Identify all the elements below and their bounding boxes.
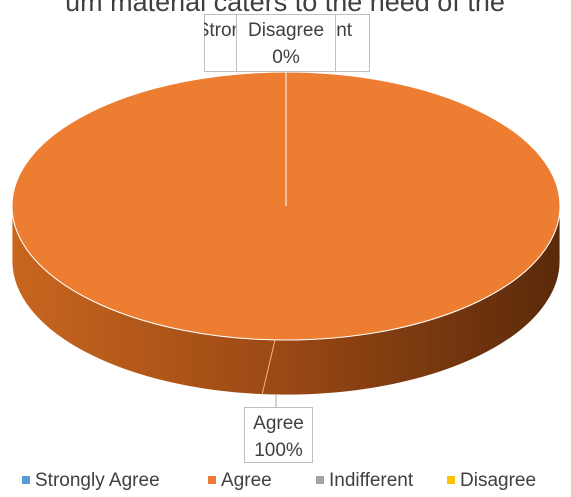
legend-swatch [208, 476, 216, 484]
label-value: 100% [254, 440, 303, 461]
legend-label: Strongly Agree [35, 470, 160, 491]
chart-title: um material caters to the need of the [65, 0, 505, 17]
label-category: Disagree [248, 20, 324, 41]
legend-label: Agree [221, 470, 272, 491]
label-value: 0% [272, 47, 300, 68]
data-label: Disagree 0% [236, 14, 336, 72]
pie-seam [261, 339, 276, 396]
label-box [236, 14, 336, 72]
legend-swatch [316, 476, 324, 484]
legend-swatch [447, 476, 455, 484]
data-label: Agree 100% [244, 407, 313, 463]
legend-swatch [22, 476, 30, 484]
legend-label: Indifferent [329, 470, 414, 491]
label-category: Agree [253, 413, 304, 434]
label-box [244, 407, 313, 463]
legend-label: Disagree [460, 470, 536, 491]
